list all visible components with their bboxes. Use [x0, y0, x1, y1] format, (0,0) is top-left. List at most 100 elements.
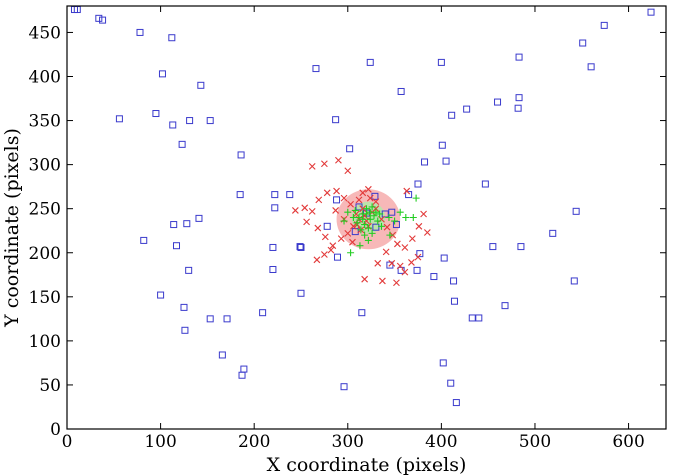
cross-point	[335, 156, 342, 164]
cross-point	[291, 207, 299, 214]
plus-point	[347, 249, 355, 257]
cross-point	[401, 244, 409, 251]
cross-point	[372, 198, 380, 206]
square-point	[296, 243, 304, 251]
square-point	[397, 87, 405, 95]
cross-point	[337, 235, 345, 243]
square-point	[448, 111, 456, 119]
plot-frame	[66, 5, 667, 430]
cross-point	[388, 259, 396, 267]
square-point	[206, 315, 214, 323]
square-point	[323, 222, 331, 230]
square-point	[185, 266, 193, 274]
square-point	[514, 104, 522, 112]
square-point	[452, 399, 460, 407]
square-point	[333, 253, 341, 261]
y-tick-label: 300	[29, 156, 61, 176]
square-point	[494, 98, 502, 106]
square-point	[515, 94, 523, 102]
cross-point	[314, 224, 322, 232]
square-point	[95, 14, 103, 22]
x-axis-title: X coordinate (pixels)	[267, 454, 467, 476]
square-point	[450, 297, 458, 305]
square-point	[173, 242, 181, 250]
square-point	[587, 63, 595, 71]
x-tick-label: 500	[519, 432, 551, 452]
square-point	[355, 203, 363, 211]
square-point	[437, 58, 445, 66]
plus-point	[363, 210, 370, 218]
square-point	[447, 379, 455, 387]
y-tick-label: 400	[29, 68, 61, 88]
y-tick-label: 200	[29, 244, 61, 264]
cross-point	[414, 253, 422, 261]
y-tick-label: 150	[29, 288, 61, 308]
square-point	[297, 289, 305, 297]
square-point	[197, 81, 205, 89]
square-point	[366, 58, 374, 66]
cross-point	[366, 194, 374, 202]
square-point	[186, 117, 194, 125]
cross-point	[320, 160, 328, 168]
square-point	[549, 229, 557, 237]
square-point	[517, 243, 525, 251]
cross-point	[333, 187, 340, 195]
square-point	[238, 371, 246, 379]
cross-point	[315, 196, 323, 204]
square-point	[332, 116, 340, 124]
y-tick-label: 350	[29, 112, 61, 132]
square-point	[340, 383, 348, 391]
square-point	[152, 110, 160, 118]
cross-point	[374, 259, 382, 267]
cross-point	[382, 248, 390, 256]
cross-point	[301, 204, 309, 212]
square-point	[414, 180, 422, 188]
cross-point	[364, 185, 372, 193]
data-points	[70, 6, 655, 407]
plus-point	[366, 208, 374, 216]
square-point	[99, 16, 107, 24]
cross-point	[355, 196, 363, 204]
square-point	[570, 277, 578, 285]
cross-point	[396, 262, 404, 270]
cross-point	[403, 187, 411, 195]
square-point	[195, 214, 203, 222]
x-tick-label: 200	[238, 432, 270, 452]
square-point	[438, 141, 446, 149]
square-point	[439, 359, 447, 367]
square-point	[463, 105, 471, 113]
cross-point	[415, 222, 423, 230]
square-point	[600, 21, 608, 29]
cross-point	[313, 256, 321, 264]
plus-point	[368, 229, 376, 237]
plus-point	[396, 208, 404, 216]
plus-point	[391, 217, 399, 225]
square-point	[158, 70, 166, 78]
square-point	[358, 309, 366, 317]
x-tick-label: 300	[332, 432, 364, 452]
cross-point	[352, 210, 360, 218]
square-point	[481, 180, 489, 188]
cross-point	[329, 242, 337, 250]
plus-point	[364, 224, 372, 232]
square-point	[169, 121, 177, 129]
square-point	[168, 34, 176, 42]
y-tick-label: 100	[29, 332, 61, 352]
cross-point	[361, 275, 369, 283]
cross-point	[308, 207, 316, 215]
square-point	[421, 158, 429, 166]
plus-point	[340, 217, 348, 225]
square-point	[183, 220, 191, 228]
square-point	[346, 145, 354, 153]
square-point	[372, 223, 380, 231]
plus-point	[356, 242, 364, 250]
x-tick-label: 600	[612, 432, 644, 452]
square-point	[413, 266, 421, 274]
cross-point	[383, 223, 391, 231]
x-tick-label: 400	[425, 432, 457, 452]
square-point	[468, 314, 476, 322]
cross-point	[408, 235, 416, 243]
plus-point	[349, 214, 357, 221]
cross-point	[308, 162, 316, 170]
